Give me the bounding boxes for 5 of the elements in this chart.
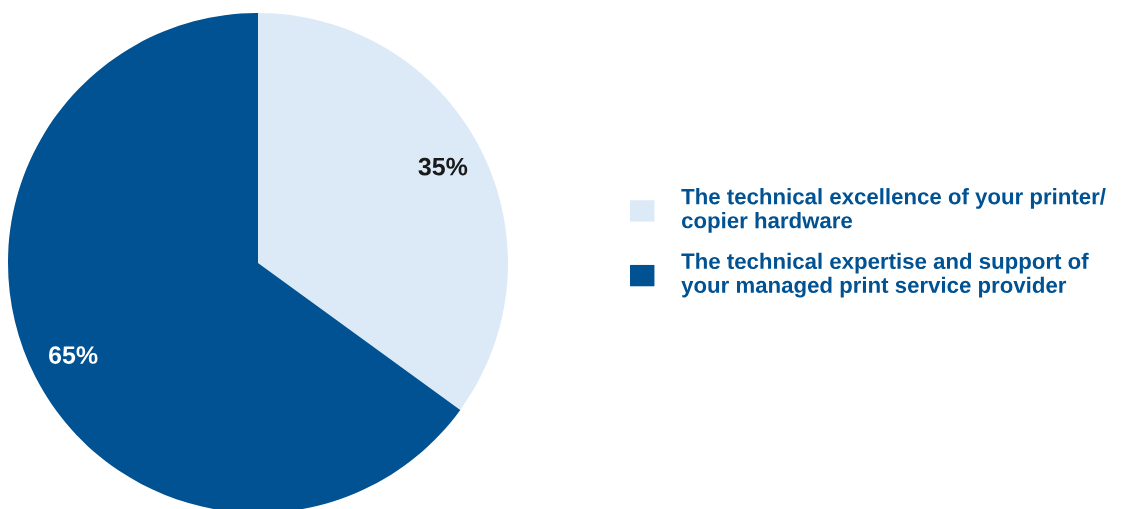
legend-label: The technical excellence of your printer/ copier hardware xyxy=(681,188,1106,233)
data-label: 65% xyxy=(49,346,98,364)
data-label: 35% xyxy=(418,157,468,176)
pie-slice xyxy=(258,13,508,410)
legend-label: The technical expertise and support of your managed print service provider xyxy=(681,252,1089,298)
